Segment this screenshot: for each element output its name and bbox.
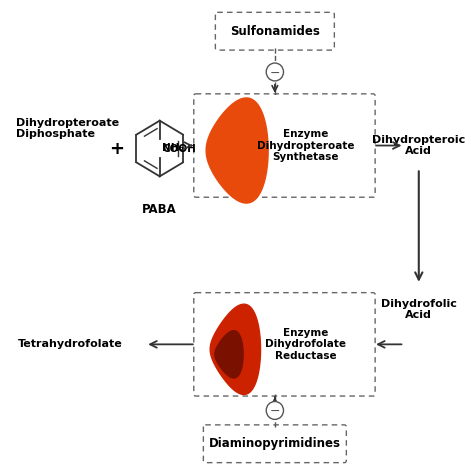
Text: −: − — [270, 66, 280, 79]
Text: Diaminopyrimidines: Diaminopyrimidines — [209, 437, 341, 450]
FancyBboxPatch shape — [194, 293, 375, 396]
Circle shape — [266, 63, 283, 81]
Text: +: + — [109, 140, 124, 157]
FancyBboxPatch shape — [215, 12, 334, 50]
Text: −: − — [270, 405, 280, 418]
FancyBboxPatch shape — [203, 425, 346, 462]
Polygon shape — [215, 331, 243, 378]
Text: Enzyme
Dihydropteroate
Synthetase: Enzyme Dihydropteroate Synthetase — [257, 129, 354, 162]
Text: Dihydropteroate
Diphosphate: Dihydropteroate Diphosphate — [16, 118, 119, 140]
Text: Dihydropteroic
Acid: Dihydropteroic Acid — [372, 135, 465, 157]
FancyBboxPatch shape — [194, 94, 375, 197]
Text: Sulfonamides: Sulfonamides — [230, 25, 320, 38]
Polygon shape — [206, 98, 268, 203]
Text: PABA: PABA — [142, 203, 177, 216]
Text: Dihydrofolic
Acid: Dihydrofolic Acid — [381, 299, 457, 321]
Circle shape — [266, 401, 283, 419]
Text: COOH: COOH — [163, 144, 196, 155]
Text: NH₂: NH₂ — [162, 142, 183, 153]
Text: Enzyme
Dihydrofolate
Reductase: Enzyme Dihydrofolate Reductase — [265, 328, 346, 361]
Polygon shape — [210, 304, 261, 394]
Text: Tetrahydrofolate: Tetrahydrofolate — [18, 339, 123, 349]
